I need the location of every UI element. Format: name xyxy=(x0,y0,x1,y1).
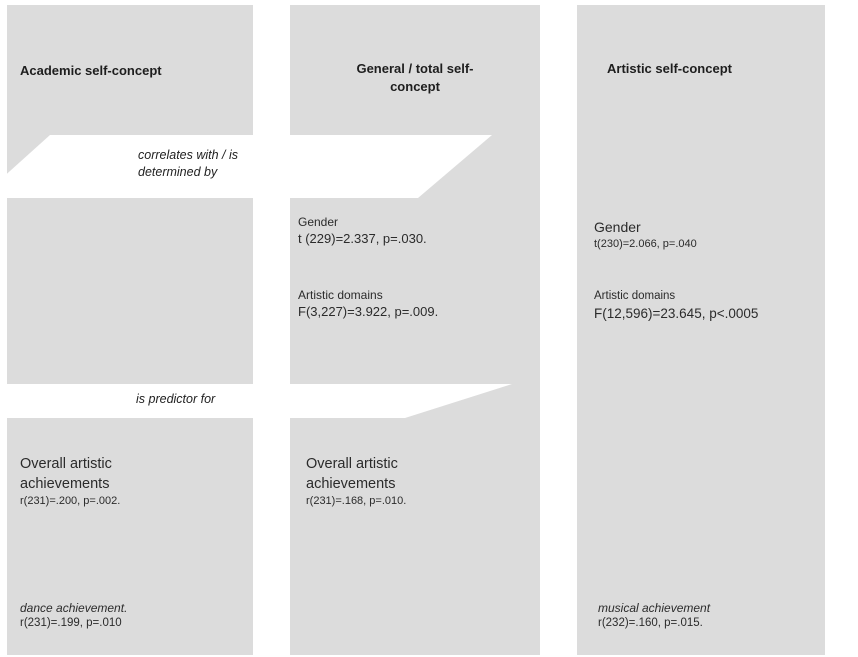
general-predict-stat: r(231)=.168, p=.010. xyxy=(306,495,407,508)
academic-specific-title: dance achievement. xyxy=(20,601,128,615)
artistic-specific-block: musical achievement r(232)=.160, p=.015. xyxy=(598,600,710,632)
artistic-domains-block: Artistic domains F(12,596)=23.645, p<.00… xyxy=(594,289,758,323)
academic-predict-block: Overall artistic achievements r(231)=.20… xyxy=(20,455,220,509)
correlates-label-line2: determined by xyxy=(138,164,218,179)
artistic-specific-title: musical achievement xyxy=(598,601,711,615)
general-domains-title: Artistic domains xyxy=(298,288,383,302)
general-heading-line2: concept xyxy=(390,78,440,94)
predictor-band xyxy=(0,384,512,418)
academic-specific-stat: r(231)=.199, p=.010 xyxy=(20,617,122,630)
academic-heading: Academic self-concept xyxy=(20,63,162,78)
academic-column xyxy=(7,5,253,655)
general-heading: General / total self- concept xyxy=(290,60,540,95)
academic-predict-stat: r(231)=.200, p=.002. xyxy=(20,495,121,508)
general-gender-block: Gender t (229)=2.337, p=.030. xyxy=(298,214,427,248)
artistic-gender-block: Gender t(230)=2.066, p=.040 xyxy=(594,218,697,252)
predictor-label: is predictor for xyxy=(136,392,216,406)
general-predict-block: Overall artistic achievements r(231)=.16… xyxy=(306,455,516,509)
general-domains-stat: F(3,227)=3.922, p=.009. xyxy=(298,304,439,320)
correlates-label: correlates with / is determined by xyxy=(138,147,238,181)
general-domains-block: Artistic domains F(3,227)=3.922, p=.009. xyxy=(298,287,438,321)
academic-predict-title: Overall artistic achievements xyxy=(20,456,112,492)
general-column xyxy=(290,5,540,655)
artistic-heading: Artistic self-concept xyxy=(607,61,732,76)
artistic-gender-title: Gender xyxy=(594,219,641,235)
general-heading-line1: General / total self- xyxy=(356,61,474,76)
artistic-domains-title: Artistic domains xyxy=(594,290,676,302)
artistic-domains-stat: F(12,596)=23.645, p<.0005 xyxy=(594,305,759,321)
academic-specific-block: dance achievement. r(231)=.199, p=.010 xyxy=(20,600,127,632)
general-gender-stat: t (229)=2.337, p=.030. xyxy=(298,231,427,247)
artistic-column xyxy=(577,5,825,655)
artistic-gender-stat: t(230)=2.066, p=.040 xyxy=(594,237,697,250)
general-predict-title: Overall artistic achievements xyxy=(306,456,398,492)
artistic-specific-stat: r(232)=.160, p=.015. xyxy=(598,617,703,630)
correlates-label-line1: correlates with / is xyxy=(138,148,239,162)
correlates-band xyxy=(0,135,492,198)
general-gender-title: Gender xyxy=(298,215,339,229)
